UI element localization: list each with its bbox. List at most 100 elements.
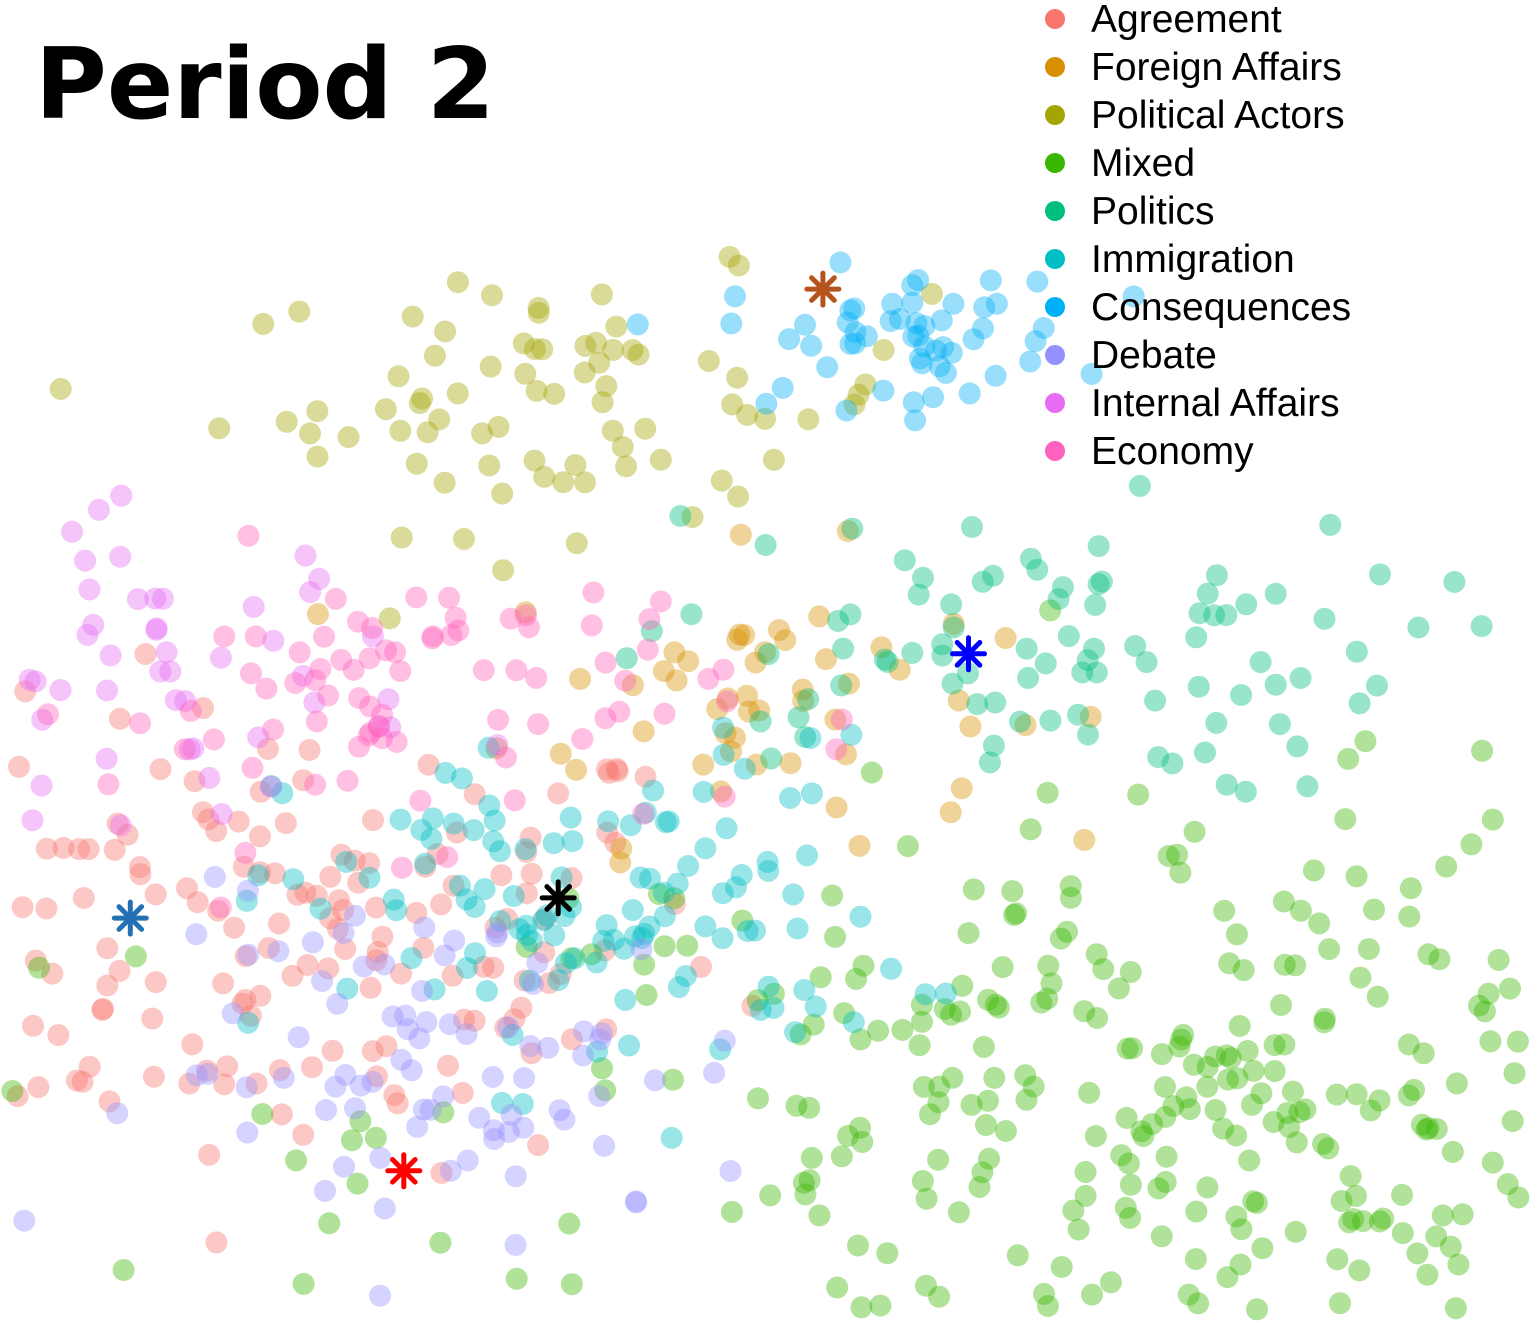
point-mixed bbox=[1250, 1082, 1273, 1105]
point-mixed bbox=[1439, 1235, 1462, 1258]
point-immigration bbox=[235, 889, 258, 912]
point-agreement bbox=[549, 963, 572, 985]
point-debate bbox=[713, 1029, 736, 1052]
point-mixed bbox=[837, 1124, 859, 1147]
point-foreign-affairs bbox=[835, 743, 857, 766]
point-mixed bbox=[1372, 1207, 1395, 1230]
point-consequences bbox=[962, 328, 985, 351]
point-debate bbox=[315, 1099, 337, 1121]
point-debate bbox=[588, 1085, 611, 1107]
point-mixed bbox=[798, 1096, 821, 1119]
point-debate bbox=[349, 1074, 372, 1097]
point-politics bbox=[794, 726, 817, 748]
point-mixed bbox=[1166, 843, 1189, 866]
point-agreement bbox=[72, 887, 95, 909]
point-mixed bbox=[928, 1075, 951, 1098]
point-political-actors bbox=[306, 445, 329, 468]
point-agreement bbox=[92, 997, 115, 1020]
point-immigration bbox=[840, 723, 863, 746]
point-mixed bbox=[1481, 808, 1504, 831]
asterisk-marker bbox=[804, 270, 842, 308]
point-mixed bbox=[975, 1114, 997, 1136]
point-immigration bbox=[477, 736, 500, 759]
point-mixed bbox=[789, 1023, 812, 1046]
point-consequences bbox=[984, 364, 1007, 387]
point-agreement bbox=[417, 753, 440, 776]
point-agreement bbox=[11, 896, 34, 919]
point-agreement bbox=[249, 780, 272, 803]
point-immigration bbox=[489, 840, 511, 863]
point-agreement bbox=[365, 896, 387, 919]
legend-swatch bbox=[1045, 9, 1065, 29]
point-debate bbox=[381, 1005, 404, 1028]
point-mixed bbox=[1119, 1173, 1142, 1196]
point-debate bbox=[630, 938, 653, 961]
point-immigration bbox=[595, 914, 618, 937]
point-mixed bbox=[1059, 886, 1082, 909]
point-politics bbox=[1067, 703, 1090, 726]
point-politics bbox=[966, 693, 989, 716]
point-debate bbox=[196, 1062, 219, 1085]
point-debate bbox=[314, 1179, 336, 1202]
point-mixed bbox=[1302, 859, 1325, 882]
point-mixed bbox=[919, 1103, 941, 1126]
point-mixed bbox=[1501, 1110, 1524, 1133]
point-immigration bbox=[618, 1034, 640, 1057]
point-mixed bbox=[915, 1187, 938, 1210]
point-mixed bbox=[1473, 1000, 1496, 1023]
point-economy bbox=[472, 659, 495, 682]
point-agreement bbox=[274, 812, 297, 835]
point-immigration bbox=[309, 897, 332, 920]
point-economy bbox=[330, 648, 353, 671]
point-debate bbox=[468, 1106, 491, 1129]
point-immigration bbox=[744, 919, 766, 942]
point-political-actors bbox=[605, 315, 628, 338]
point-consequences bbox=[1024, 330, 1047, 353]
point-economy bbox=[503, 789, 526, 812]
point-immigration bbox=[421, 807, 444, 830]
point-agreement bbox=[334, 937, 357, 960]
point-agreement bbox=[232, 855, 255, 878]
point-agreement bbox=[520, 862, 543, 885]
point-mixed bbox=[341, 1129, 363, 1152]
point-mixed bbox=[1213, 899, 1236, 922]
point-economy bbox=[371, 703, 394, 726]
point-economy bbox=[389, 660, 412, 683]
point-political-actors bbox=[434, 320, 457, 343]
point-debate bbox=[625, 1190, 647, 1213]
point-debate bbox=[412, 1098, 435, 1121]
point-immigration bbox=[674, 965, 697, 987]
point-mixed bbox=[1338, 1211, 1361, 1234]
point-politics bbox=[640, 620, 663, 643]
point-economy bbox=[317, 684, 340, 707]
point-mixed bbox=[1119, 961, 1142, 983]
point-mixed bbox=[1204, 1045, 1227, 1068]
point-immigration bbox=[660, 1126, 683, 1149]
legend-item-agreement: Agreement bbox=[1045, 0, 1282, 41]
point-mixed bbox=[849, 1028, 872, 1051]
scatter-points bbox=[1, 245, 1530, 1321]
point-consequences bbox=[973, 296, 996, 319]
point-political-actors bbox=[299, 422, 321, 445]
point-agreement bbox=[22, 1014, 45, 1037]
point-debate bbox=[589, 1028, 612, 1051]
point-mixed bbox=[1172, 1023, 1195, 1046]
point-mixed bbox=[285, 1149, 308, 1172]
point-internal-affairs bbox=[31, 708, 54, 731]
legend-item-debate: Debate bbox=[1045, 334, 1217, 377]
point-mixed bbox=[1178, 1098, 1201, 1121]
point-politics bbox=[978, 751, 1001, 774]
point-debate bbox=[553, 1108, 576, 1131]
point-internal-affairs bbox=[87, 498, 110, 521]
point-politics bbox=[942, 616, 965, 639]
point-mixed bbox=[891, 1018, 914, 1041]
point-mixed bbox=[1278, 1116, 1301, 1139]
point-economy bbox=[571, 728, 594, 750]
point-debate bbox=[497, 1016, 520, 1039]
point-consequences bbox=[907, 269, 930, 291]
point-politics bbox=[1203, 604, 1226, 627]
legend-label: Agreement bbox=[1091, 0, 1282, 41]
point-politics bbox=[912, 566, 934, 589]
point-mixed bbox=[1157, 845, 1180, 867]
point-agreement bbox=[533, 941, 556, 964]
